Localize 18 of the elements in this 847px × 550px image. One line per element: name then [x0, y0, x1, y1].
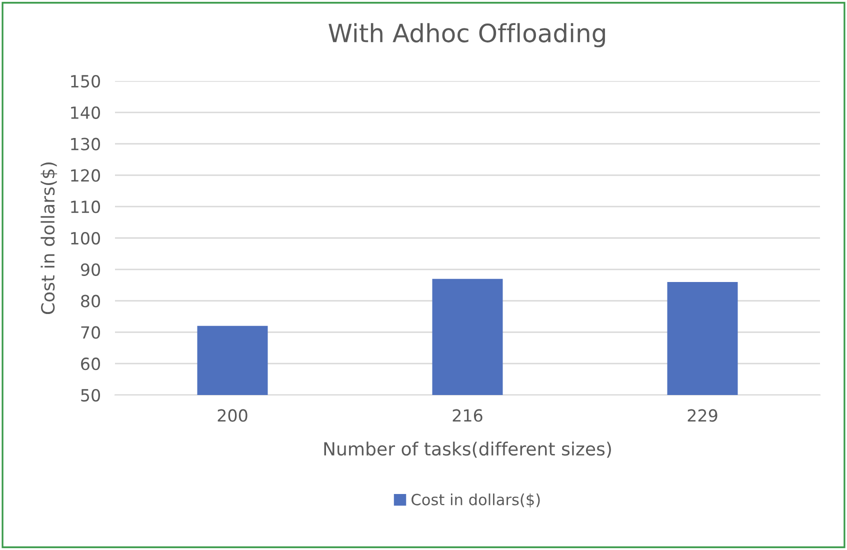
x-tick-label: 229 — [688, 409, 718, 422]
chart-title: With Adhoc Offloading — [328, 23, 605, 48]
y-tick-label: 120 — [71, 169, 100, 182]
y-tick-label: 150 — [71, 74, 100, 88]
y-tick-label: 100 — [71, 232, 100, 245]
y-tick-label: 140 — [71, 106, 100, 119]
x-axis-title: Number of tasks(different sizes) — [324, 442, 611, 458]
legend-label: Cost in dollars($) — [412, 494, 540, 508]
y-tick-label: 130 — [71, 138, 100, 150]
x-tick-label: 216 — [452, 409, 482, 422]
y-tick-label: 60 — [81, 358, 100, 370]
y-tick-label: 90 — [80, 263, 100, 276]
y-tick-label: 50 — [81, 388, 100, 402]
y-tick-label: 80 — [81, 294, 100, 308]
y-axis-title: Cost in dollars($) — [40, 162, 58, 314]
y-tick-label: 70 — [81, 326, 100, 339]
x-tick-label: 200 — [218, 409, 248, 422]
y-tick-label: 110 — [71, 200, 100, 214]
